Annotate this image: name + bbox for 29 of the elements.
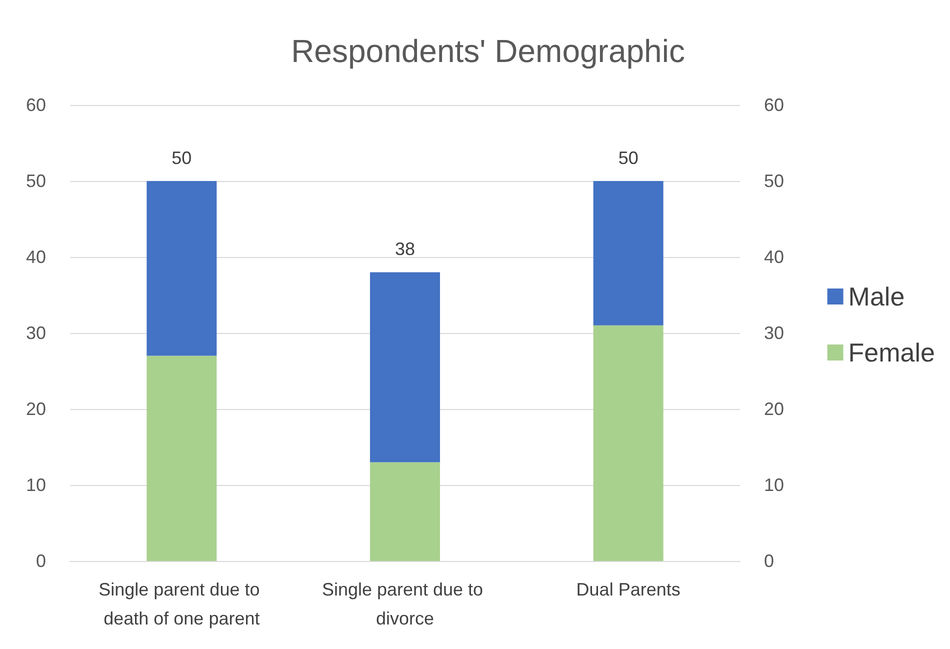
bar xyxy=(370,462,440,561)
chart-title: Respondents' Demographic xyxy=(291,33,685,69)
total-label: 50 xyxy=(172,148,192,168)
total-label: 50 xyxy=(618,148,638,168)
bar xyxy=(593,325,664,561)
y-tick-label: 60 xyxy=(26,95,46,115)
y-tick-label: 10 xyxy=(26,475,46,495)
y2-tick-label: 0 xyxy=(764,551,774,571)
bar xyxy=(593,181,664,326)
bar xyxy=(146,181,217,356)
y2-tick-label: 30 xyxy=(764,323,784,343)
legend-label: Male xyxy=(848,282,905,312)
total-label: 38 xyxy=(394,239,416,260)
y2-tick-label: 50 xyxy=(764,171,784,191)
y-tick-label: 40 xyxy=(26,247,46,267)
y-tick-label: 20 xyxy=(26,399,46,419)
y2-tick-label: 20 xyxy=(764,399,784,419)
y-tick-label: 30 xyxy=(26,323,46,343)
y2-tick-label: 60 xyxy=(764,95,784,115)
y2-tick-label: 10 xyxy=(764,475,784,495)
bar xyxy=(146,356,217,561)
x-tick-label: Single parent due to divorce xyxy=(322,580,488,628)
y-tick-label: 0 xyxy=(36,551,46,571)
bar xyxy=(370,272,440,462)
legend-label: Female xyxy=(848,338,936,368)
x-tick-label: Single parent due to death of one parent xyxy=(98,580,265,628)
y-tick-label: 50 xyxy=(26,171,46,191)
y2-tick-label: 40 xyxy=(764,247,784,267)
x-tick-label: Dual Parents xyxy=(576,580,680,600)
